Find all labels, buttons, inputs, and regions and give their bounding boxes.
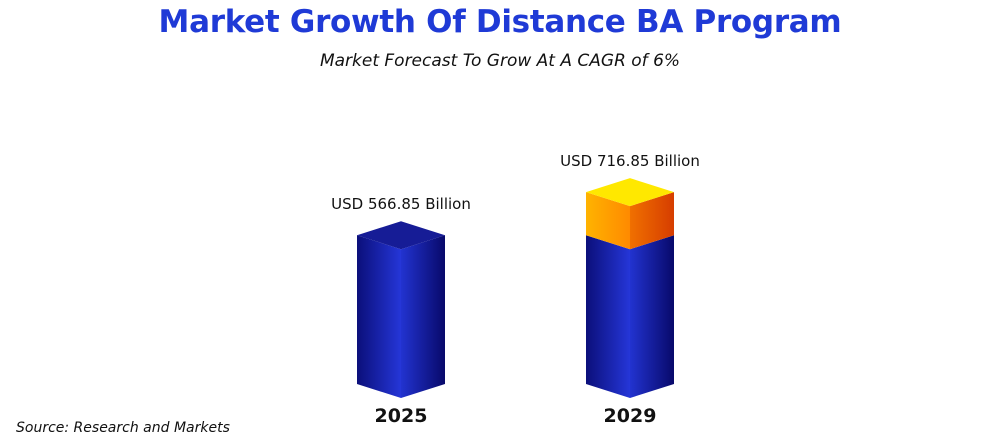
value-label-2025: USD 566.85 Billion: [331, 195, 471, 213]
value-label-2029: USD 716.85 Billion: [560, 152, 700, 170]
chart-title: Market Growth Of Distance BA Program: [158, 4, 842, 40]
year-label-2025: 2025: [375, 405, 428, 427]
bar-front-2029: [586, 235, 630, 398]
growth-top-2029: [586, 178, 674, 207]
bar-front-2025: [357, 235, 401, 398]
year-label-2029: 2029: [604, 405, 657, 427]
bar-top-2025: [357, 221, 445, 250]
growth-front-2029: [586, 192, 630, 250]
bar-side-2029: [630, 235, 674, 398]
growth-side-2029: [630, 192, 674, 250]
source-note: Source: Research and Markets: [16, 420, 230, 436]
bar-side-2025: [401, 235, 445, 398]
chart-subtitle: Market Forecast To Grow At A CAGR of 6%: [319, 51, 681, 71]
